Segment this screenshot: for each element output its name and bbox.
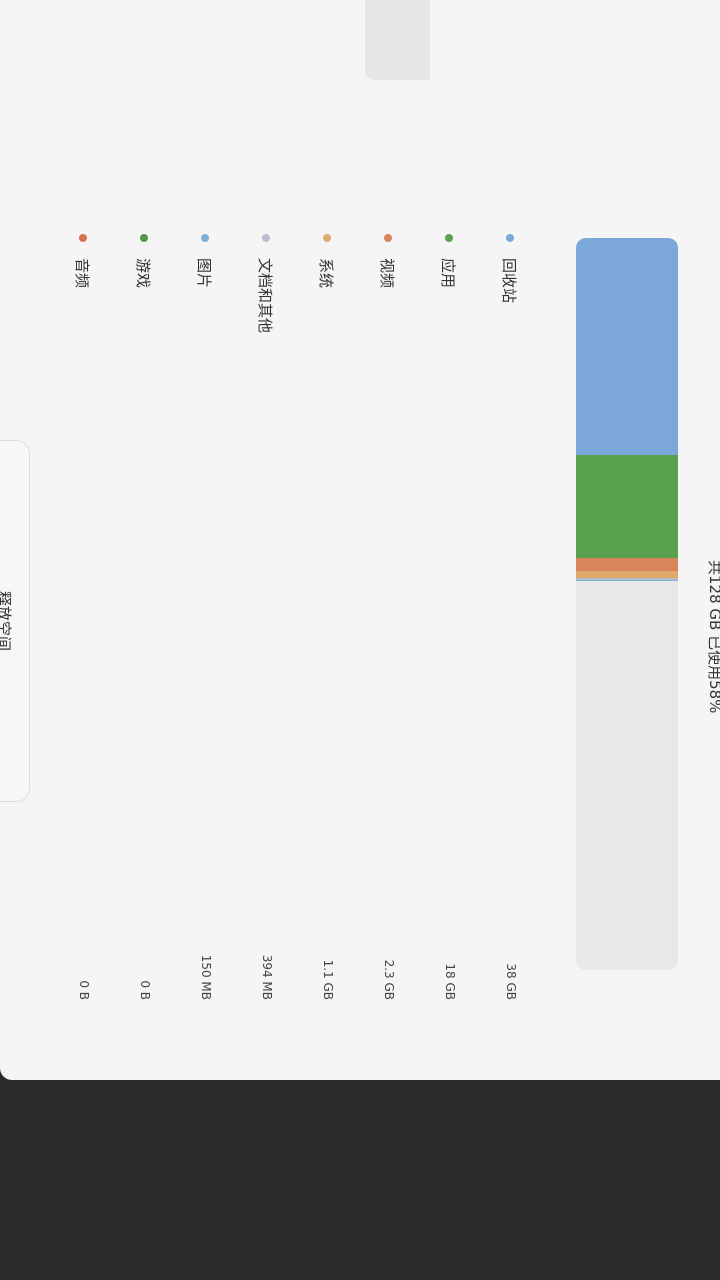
item-size: 1.1 GB	[321, 959, 335, 1000]
storage-screen: 共128 GB 已使用58% 释放空间 回收站 38 GB 应用 18 GB 视频 2.3…	[0, 0, 720, 1080]
legend-dot	[323, 234, 331, 242]
item-name: 音频	[73, 258, 91, 289]
item-size: 18 GB	[443, 963, 457, 1000]
item-name: 游戏	[134, 258, 152, 289]
item-name: 视频	[378, 258, 396, 289]
bar-segment	[576, 238, 678, 456]
bar-segment	[576, 579, 678, 581]
usage-bar	[576, 238, 678, 970]
top-card	[365, 0, 430, 80]
item-size: 2.3 GB	[382, 959, 396, 1000]
item-name: 系统	[317, 258, 335, 289]
bar-segment	[576, 558, 678, 572]
legend-dot	[445, 234, 453, 242]
legend-dot	[384, 234, 392, 242]
item-size: 0 B	[77, 980, 91, 1000]
legend-dot	[79, 234, 87, 242]
item-size: 150 MB	[199, 954, 213, 1000]
item-name: 图片	[195, 258, 213, 289]
bar-segment	[576, 455, 678, 559]
legend-dot	[506, 234, 514, 242]
button-label[interactable]: 释放空间	[0, 590, 13, 651]
free-button[interactable]: 释放空间	[0, 440, 30, 802]
item-name: 回收站	[500, 258, 518, 304]
item-name: 文档和其他	[256, 258, 274, 334]
legend-dot	[140, 234, 148, 242]
item-size: 394 MB	[260, 954, 274, 1000]
summary: 共128 GB 已使用58%	[706, 560, 720, 714]
legend-dot	[262, 234, 270, 242]
legend-dot	[201, 234, 209, 242]
item-name: 应用	[439, 258, 457, 289]
item-size: 0 B	[138, 980, 152, 1000]
item-size: 38 GB	[504, 963, 518, 1000]
